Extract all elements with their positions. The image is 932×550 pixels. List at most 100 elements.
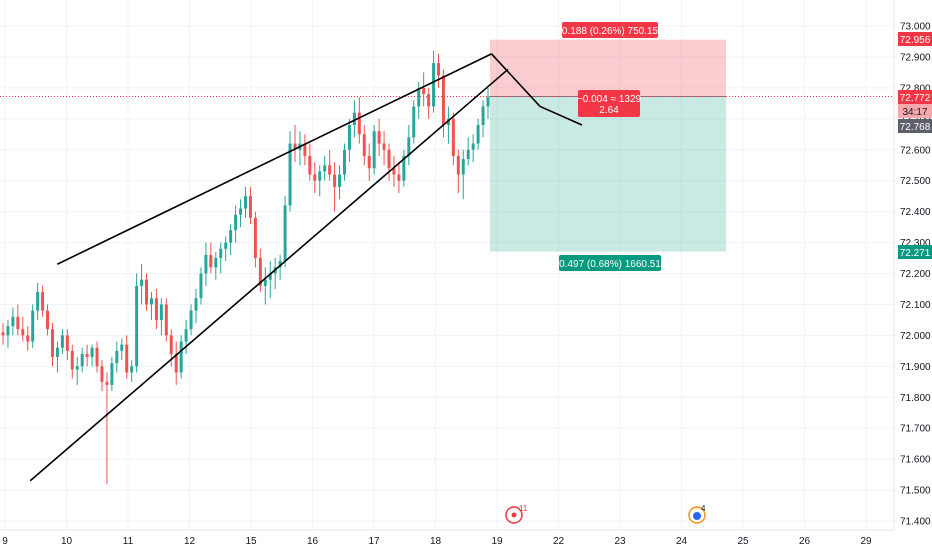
price-tick-label: 72.800 (900, 83, 931, 94)
candle (214, 251, 218, 280)
axes (0, 0, 895, 531)
stop-price-tag: 72.956 (898, 32, 932, 46)
price-tick-label: 71.600 (900, 455, 931, 466)
target-label-text: 0.497 (0.68%) 1660.51 (559, 259, 661, 270)
candle (342, 143, 346, 181)
candle (397, 162, 401, 194)
candle-body (149, 298, 153, 305)
candle (164, 298, 168, 342)
candle-body (11, 316, 15, 327)
current-price-tag-bg (898, 90, 932, 104)
candle-body (283, 205, 287, 262)
candle (362, 125, 366, 166)
wedge-lower-line[interactable] (29, 68, 509, 482)
candle-body (135, 285, 139, 367)
candle-body (417, 87, 421, 107)
candle-body (258, 258, 262, 286)
candle-body (85, 353, 89, 358)
candle-body (372, 131, 376, 169)
candle (115, 341, 119, 373)
candle (244, 186, 247, 218)
candle-body (41, 292, 45, 311)
candle-body (174, 353, 178, 373)
candle (303, 134, 307, 166)
candle-body (308, 155, 312, 175)
candle-body (125, 344, 129, 373)
candle-body (486, 97, 490, 107)
candle (273, 258, 277, 289)
price-tick-label: 72.500 (900, 176, 931, 187)
candle (159, 298, 163, 336)
candle-body (342, 149, 346, 175)
candle-body (105, 381, 109, 385)
candle-body (263, 279, 267, 286)
wedge-upper-line[interactable] (56, 53, 492, 265)
target-price-tag-bg (898, 245, 932, 259)
time-tick-label: 11 (123, 536, 134, 547)
candle (437, 53, 440, 88)
stop-price-tag-bg (898, 32, 932, 46)
candle (199, 267, 203, 305)
candle-body (16, 316, 20, 330)
candle-body (204, 254, 208, 274)
candle (1, 323, 5, 345)
trend-lines[interactable] (29, 53, 583, 482)
candle (239, 199, 243, 228)
current-pl-line1: −0.004 ≈ 1329 (577, 94, 642, 105)
candle (372, 125, 376, 175)
candle (308, 143, 312, 181)
candle (253, 211, 257, 268)
time-tick-label: 25 (737, 536, 749, 547)
event-marker-economic[interactable]: 11 (505, 504, 528, 524)
candle-body (51, 329, 54, 358)
candle (174, 341, 178, 385)
candle (476, 118, 480, 150)
candle-body (159, 304, 163, 320)
event-markers[interactable]: 11 4 (505, 504, 706, 524)
candle-body (466, 149, 470, 160)
candle (446, 106, 450, 144)
candle-body (234, 214, 238, 231)
candle (387, 143, 391, 181)
grid-layer (0, 0, 894, 530)
price-tick-label: 73.000 (900, 22, 931, 33)
candle (184, 319, 188, 354)
candle (65, 329, 69, 361)
candle-body (288, 143, 292, 206)
candle (248, 186, 252, 224)
stop-loss-zone[interactable] (490, 39, 726, 97)
time-tick-label: 17 (368, 536, 380, 547)
event-marker-earnings[interactable]: 4 (688, 504, 706, 524)
price-tick-label: 72.400 (900, 207, 931, 218)
candle (90, 344, 94, 367)
time-tick-label: 16 (307, 536, 319, 547)
candle (140, 264, 144, 305)
candle-body (209, 254, 213, 268)
candle-body (293, 143, 297, 150)
candle (278, 254, 282, 280)
candle (328, 149, 332, 181)
time-axis[interactable]: 9 10 11 12 15 16 17 18 19 22 23 24 25 26 29 (2, 536, 872, 547)
price-tick-label: 71.400 (900, 517, 931, 528)
candle (55, 341, 59, 373)
candle-body (446, 118, 450, 125)
candle-body (140, 279, 144, 286)
time-tick-label: 26 (799, 536, 811, 547)
take-profit-zone[interactable] (490, 96, 726, 252)
stop-label-text: 0.188 (0.26%) 750.15 (562, 26, 659, 37)
projection-line[interactable] (490, 53, 541, 107)
candle (120, 338, 124, 361)
time-tick-label: 29 (860, 536, 872, 547)
candle (323, 155, 327, 181)
candle (130, 360, 134, 382)
projection-line-extension[interactable] (539, 105, 583, 126)
candle (486, 87, 490, 119)
candle-body (100, 366, 104, 382)
position-labels: 0.188 (0.26%) 750.15 0.497 (0.68%) 1660.… (559, 22, 661, 271)
candle (263, 267, 267, 305)
candle-body (456, 155, 460, 175)
target-label-bg (559, 255, 661, 271)
price-tick-label: 72.600 (900, 145, 931, 156)
